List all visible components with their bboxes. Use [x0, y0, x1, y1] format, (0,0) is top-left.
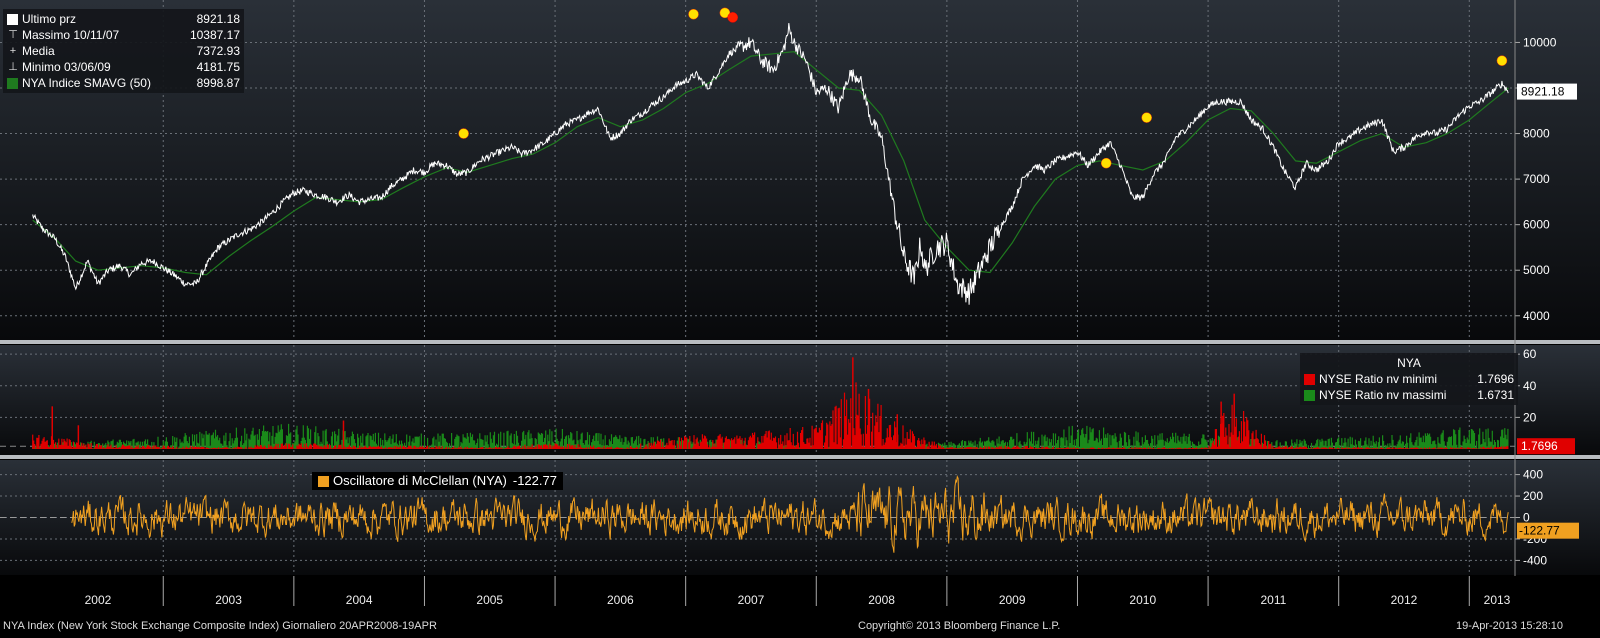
x-tick-label: 2005 [476, 593, 503, 607]
legend-row-min[interactable]: ⊥ Minimo 03/06/09 4181.75 [7, 59, 240, 75]
legend-label: NYSE Ratio nv massimi [1319, 388, 1447, 402]
last-value-tag-text: -122.77 [1519, 524, 1560, 538]
legend-title: NYA [1304, 355, 1514, 371]
event-marker [458, 128, 469, 139]
legend-value: 4181.75 [196, 60, 240, 74]
y-tick-label: 6000 [1523, 218, 1550, 232]
price-panel: 400050006000700080009000100008921.18 [0, 0, 1600, 340]
x-tick-label: 2008 [868, 593, 895, 607]
legend-label: Ultimo prz [22, 12, 77, 26]
legend-label: Media [22, 44, 55, 58]
legend-value: 7372.93 [196, 44, 240, 58]
y-tick-label: 5000 [1523, 263, 1550, 277]
max-marker-icon: ⊤ [8, 29, 18, 41]
x-tick-label: 2002 [85, 593, 112, 607]
x-tick-label: 2007 [738, 593, 765, 607]
panel-separator [0, 455, 1600, 459]
event-marker [1100, 157, 1112, 169]
footer-copyright: Copyright© 2013 Bloomberg Finance L.P. [858, 620, 1061, 632]
y-tick-label: 8000 [1523, 127, 1550, 141]
legend-value: 8921.18 [196, 12, 240, 26]
legend-value: 8998.87 [196, 76, 240, 90]
legend-label: Massimo 10/11/07 [22, 28, 120, 42]
y-tick-label: 0 [1523, 511, 1530, 525]
event-marker [727, 12, 738, 23]
legend-row-mcclellan[interactable]: Oscillatore di McClellan (NYA) -122.77 [318, 473, 557, 489]
x-tick-label: 2010 [1129, 593, 1156, 607]
x-tick-label: 2013 [1484, 593, 1511, 607]
price-legend: Ultimo prz 8921.18 ⊤ Massimo 10/11/07 10… [3, 9, 244, 93]
legend-row-mean[interactable]: + Media 7372.93 [7, 43, 240, 59]
min-marker-icon: ⊥ [8, 61, 18, 73]
legend-label: Minimo 03/06/09 [22, 60, 111, 74]
legend-label: NYSE Ratio nv minimi [1319, 372, 1438, 386]
square-icon [1304, 373, 1315, 385]
y-tick-label: 40 [1523, 379, 1537, 393]
x-tick-label: 2006 [607, 593, 634, 607]
square-icon [318, 475, 329, 487]
legend-row-new-lows[interactable]: NYSE Ratio nv minimi 1.7696 [1304, 371, 1514, 387]
mcclellan-line [71, 475, 1509, 553]
x-tick-label: 2004 [346, 593, 373, 607]
last-value-tag [1517, 83, 1577, 100]
mean-marker-icon: + [9, 45, 17, 57]
square-icon [7, 77, 18, 89]
event-marker [1496, 55, 1508, 66]
footer-title: NYA Index (New York Stock Exchange Compo… [3, 620, 437, 632]
event-marker [719, 7, 731, 19]
legend-title-text: NYA [1397, 356, 1421, 370]
legend-value: 1.7696 [1477, 372, 1514, 386]
y-tick-label: 4000 [1523, 309, 1550, 323]
y-tick-label: 7000 [1523, 172, 1550, 186]
last-value-tag-text: 8921.18 [1521, 85, 1565, 99]
last-value-tag [1517, 522, 1579, 539]
legend-row-sma[interactable]: NYA Indice SMAVG (50) 8998.87 [7, 75, 240, 91]
square-icon [7, 13, 18, 25]
y-tick-label: 10000 [1523, 35, 1557, 49]
legend-value: 1.6731 [1477, 388, 1514, 402]
legend-label: Oscillatore di McClellan (NYA) [333, 473, 507, 488]
sma-line [32, 50, 1509, 276]
event-marker [1141, 112, 1152, 123]
legend-value: 10387.17 [189, 28, 240, 42]
square-icon [1304, 389, 1315, 401]
legend-label: NYA Indice SMAVG (50) [22, 76, 151, 90]
y-tick-label: 200 [1523, 489, 1543, 503]
last-value-tag [1517, 438, 1575, 455]
x-tick-label: 2009 [999, 593, 1026, 607]
legend-row-new-highs[interactable]: NYSE Ratio nv massimi 1.6731 [1304, 387, 1514, 403]
x-tick-label: 2011 [1260, 593, 1286, 607]
event-marker [688, 8, 699, 20]
y-tick-label: -400 [1523, 553, 1547, 567]
price-line [32, 23, 1509, 305]
legend-value: -122.77 [512, 473, 557, 488]
x-tick-label: 2012 [1391, 593, 1418, 607]
y-tick-label: 20 [1523, 410, 1537, 424]
x-axis-background [0, 576, 1600, 638]
x-tick-label: 2003 [215, 593, 242, 607]
legend-row-last-price[interactable]: Ultimo prz 8921.18 [7, 11, 240, 27]
last-value-tag-text: 1.7696 [1521, 439, 1558, 453]
ratio-legend: NYA NYSE Ratio nv minimi 1.7696 NYSE Rat… [1300, 353, 1518, 405]
oscillator-legend: Oscillatore di McClellan (NYA) -122.77 [312, 472, 563, 490]
footer-timestamp: 19-Apr-2013 15:28:10 [1456, 620, 1564, 632]
panel-separator [0, 340, 1600, 344]
y-tick-label: 400 [1523, 468, 1543, 482]
y-tick-label: 60 [1523, 347, 1537, 361]
legend-row-max[interactable]: ⊤ Massimo 10/11/07 10387.17 [7, 27, 240, 43]
